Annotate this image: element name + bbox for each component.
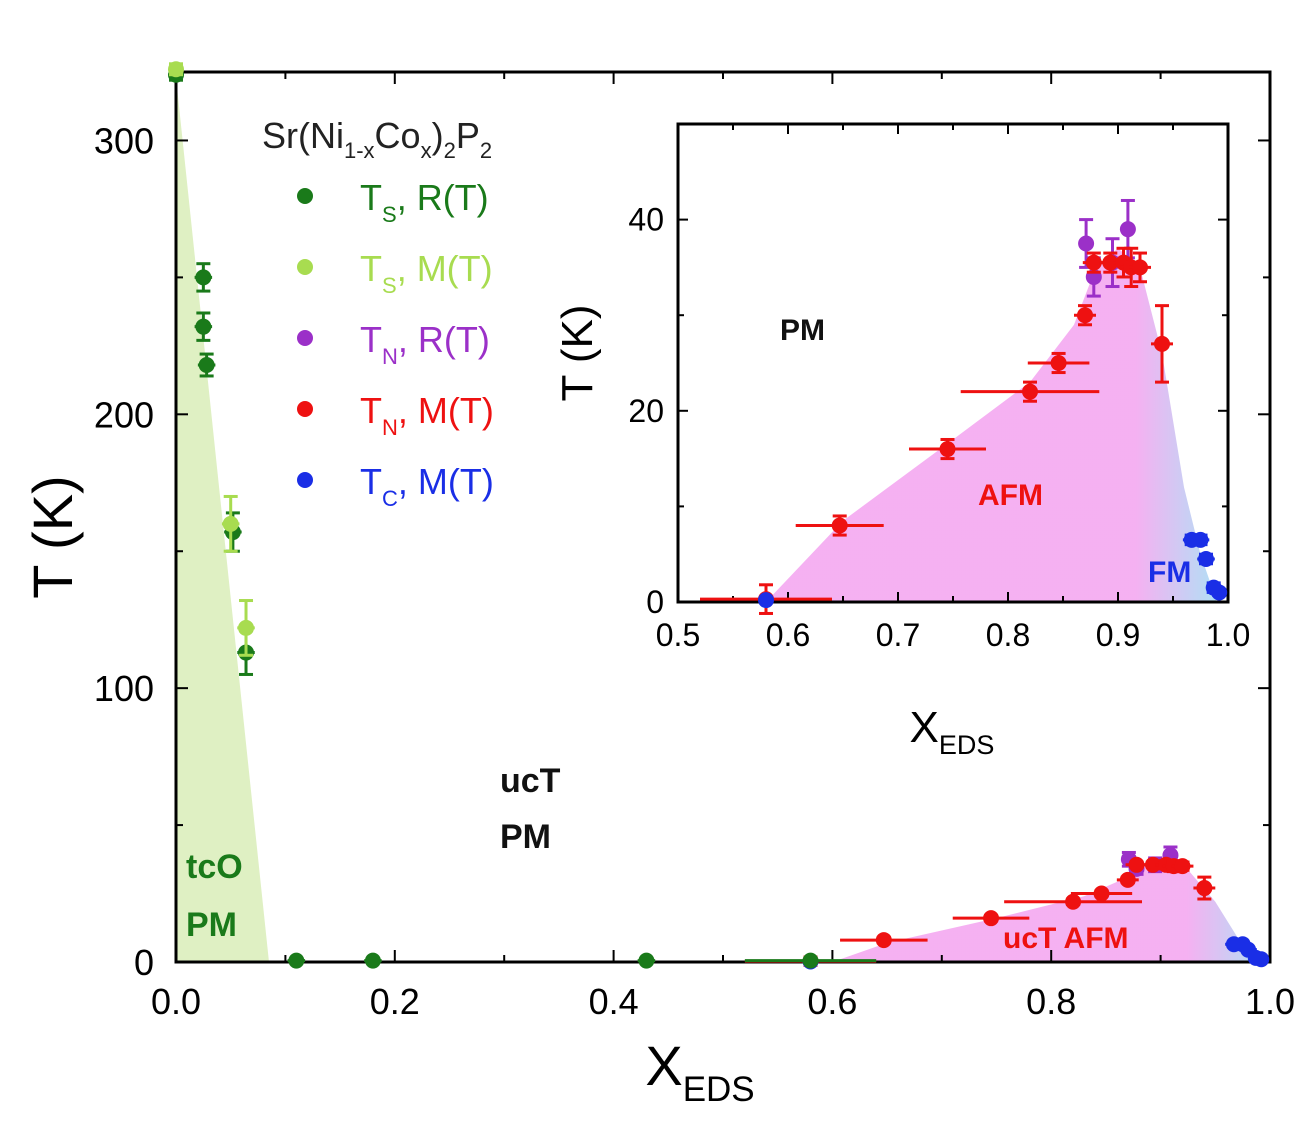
y-tick-label: 100 — [94, 668, 154, 709]
inset-point — [758, 592, 774, 609]
legend-title: Sr(Ni1-xCox)2P2 — [262, 115, 492, 163]
x-tick-label: 0.0 — [151, 981, 201, 1022]
main-point — [195, 318, 212, 335]
inset-afm-label: AFM — [978, 479, 1043, 512]
inset-point — [1085, 254, 1102, 271]
inset-y-tick-label: 40 — [628, 202, 664, 238]
legend-entry-label: TS, M(T) — [360, 248, 493, 298]
main-point — [983, 910, 1000, 927]
legend-marker — [297, 330, 313, 346]
inset-point — [1198, 550, 1214, 567]
tco-region — [176, 77, 269, 962]
inset-x-tick-label: 0.9 — [1096, 617, 1140, 653]
main-point — [1253, 951, 1270, 968]
main-point — [1128, 856, 1145, 873]
main-point — [168, 61, 184, 78]
x-axis-label: XEDS — [645, 1034, 754, 1109]
main-point — [1144, 856, 1161, 873]
legend-marker — [297, 401, 313, 417]
x-tick-label: 0.2 — [370, 981, 420, 1022]
inset-point — [1078, 235, 1095, 252]
y-tick-label: 200 — [94, 394, 154, 435]
inset-afm-region — [766, 248, 1217, 602]
inset-pm-label: PM — [780, 314, 825, 347]
main-point — [288, 952, 305, 969]
main-point — [195, 269, 212, 286]
main-point — [222, 515, 239, 532]
main-point — [802, 952, 819, 969]
uct-label: ucT — [500, 762, 561, 800]
tco-pm-label: PM — [186, 906, 237, 944]
main-point — [1196, 880, 1213, 897]
inset-point — [1022, 383, 1038, 400]
inset-x-tick-label: 0.8 — [986, 617, 1030, 653]
main-point — [238, 619, 255, 636]
inset-plot: 0.5 0.6 0.7 0.8 0.9 1.0 0 20 40 XEDS T (K) PM AFM FM — [553, 122, 1250, 760]
main-point — [198, 357, 215, 374]
inset-point — [1132, 259, 1148, 276]
legend-entry-label: TS, R(T) — [360, 177, 489, 227]
inset-x-tick-label: 0.7 — [876, 617, 920, 653]
inset-point — [1050, 355, 1067, 371]
main-point — [638, 952, 655, 969]
legend-entry-label: TN, R(T) — [360, 319, 490, 369]
main-point — [1174, 858, 1191, 875]
x-tick-label: 0.6 — [807, 981, 857, 1022]
inset-x-tick-label: 1.0 — [1206, 617, 1250, 653]
inset-point — [1211, 584, 1228, 601]
uct-afm-region — [832, 860, 1265, 962]
legend-entry-label: TC, M(T) — [360, 461, 494, 511]
inset-fm-label: FM — [1148, 556, 1191, 589]
inset-point — [1119, 221, 1136, 238]
y-tick-label: 0 — [134, 942, 154, 983]
legend-marker — [297, 188, 313, 204]
x-tick-label: 1.0 — [1245, 981, 1295, 1022]
inset-point — [1102, 254, 1119, 271]
inset-y-tick-label: 0 — [646, 584, 664, 620]
inset-x-tick-label: 0.6 — [766, 617, 810, 653]
inset-x-axis-label: XEDS — [910, 703, 995, 760]
inset-point — [939, 441, 956, 458]
x-tick-label: 0.4 — [589, 981, 639, 1022]
legend: Sr(Ni1-xCox)2P2 TS, R(T) TS, M(T) TN, R(T) T… — [262, 115, 494, 511]
main-point — [1119, 871, 1136, 888]
inset-point — [1077, 307, 1093, 324]
y-axis-label: T (K) — [21, 475, 84, 598]
legend-marker — [297, 472, 313, 488]
legend-entry-label: TN, M(T) — [360, 390, 494, 440]
tco-label: tcO — [186, 848, 243, 886]
y-tick-label: 300 — [94, 120, 154, 161]
x-tick-label: 0.8 — [1026, 981, 1076, 1022]
uct-afm-label: ucT AFM — [1003, 922, 1129, 955]
inset-y-tick-label: 20 — [628, 393, 664, 429]
inset-point — [1154, 335, 1170, 352]
inset-x-tick-label: 0.5 — [656, 617, 700, 653]
legend-marker — [297, 259, 313, 275]
main-point — [1093, 885, 1110, 902]
main-point — [1065, 893, 1082, 910]
inset-point — [831, 517, 848, 534]
inset-y-axis-label: T (K) — [553, 305, 602, 402]
main-point — [364, 952, 381, 969]
inset-point — [1192, 531, 1209, 548]
uct-pm-label: PM — [500, 818, 551, 856]
main-point — [875, 932, 892, 949]
